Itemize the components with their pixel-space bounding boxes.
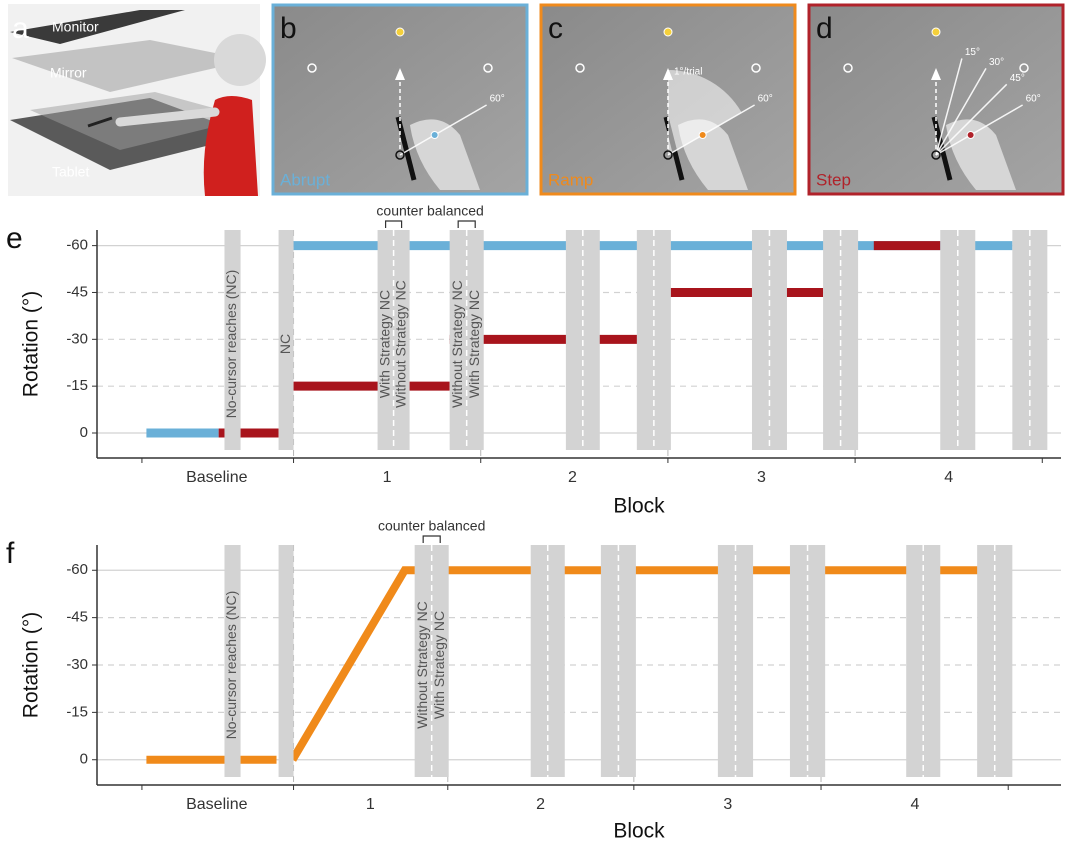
panel-letter: f xyxy=(6,537,15,570)
y-tick-label: -15 xyxy=(66,377,88,394)
x-tick-label: 3 xyxy=(723,796,732,813)
y-axis-label: Rotation (°) xyxy=(20,291,43,397)
condition-label: Ramp xyxy=(548,170,593,189)
bracket xyxy=(386,221,402,228)
x-tick-label: 4 xyxy=(944,469,953,486)
nc-label: Without Strategy NC xyxy=(449,280,465,408)
angle-label: 60° xyxy=(490,94,505,105)
mirror-label: Mirror xyxy=(50,65,87,81)
panel-letter: c xyxy=(548,12,563,45)
y-tick-label: -30 xyxy=(66,656,88,673)
y-tick-label: -15 xyxy=(66,703,88,720)
x-axis-label: Block xyxy=(613,820,665,843)
bracket xyxy=(423,536,440,543)
panel-letter: a xyxy=(12,12,29,45)
angle-label: 30° xyxy=(989,57,1004,68)
condition-label: Step xyxy=(816,170,851,189)
figure-head xyxy=(214,34,266,86)
figure: a Monitor Mirror Tablet 60° b Abrupt 1°/tri… xyxy=(0,0,1073,845)
angle-label: 60° xyxy=(1026,94,1041,105)
x-tick-label: 1 xyxy=(383,469,392,486)
x-tick-label: Baseline xyxy=(186,469,247,486)
x-tick-label: 2 xyxy=(568,469,577,486)
nc-block xyxy=(279,545,294,777)
cursor xyxy=(431,132,438,139)
nc-label: With Strategy NC xyxy=(431,611,447,719)
tablet-label: Tablet xyxy=(52,164,89,180)
nc-label: No-cursor reaches (NC) xyxy=(223,591,239,740)
panel-a: a Monitor Mirror Tablet xyxy=(8,4,266,196)
x-tick-label: 1 xyxy=(366,796,375,813)
y-tick-label: -60 xyxy=(66,561,88,578)
panel-letter: d xyxy=(816,12,833,45)
x-axis-label: Block xyxy=(613,495,665,518)
panel-d: 15° 30° 45°60° d Step xyxy=(809,5,1063,194)
y-tick-label: 0 xyxy=(80,751,88,768)
angle-label: 15° xyxy=(965,47,980,58)
nc-label: No-cursor reaches (NC) xyxy=(223,270,239,419)
y-tick-label: 0 xyxy=(80,424,88,441)
y-tick-label: -45 xyxy=(66,609,88,626)
y-axis-label: Rotation (°) xyxy=(20,612,43,718)
panel-c: 1°/trial 60° c Ramp xyxy=(541,5,795,194)
x-tick-label: 3 xyxy=(757,469,766,486)
y-tick-label: -45 xyxy=(66,283,88,300)
task-panels: 60°bAbrupt1°/trial60°cRamp15°30°45°60°dS… xyxy=(273,5,1063,194)
panel-b: 60° b Abrupt xyxy=(273,5,527,194)
nc-label: With Strategy NC xyxy=(376,290,392,398)
nc-label: Without Strategy NC xyxy=(414,601,430,729)
x-tick-label: Baseline xyxy=(186,796,247,813)
nc-label: Without Strategy NC xyxy=(392,280,408,408)
chart-e: e Rotation (°) Block -60 -45 -30 -15 0 Baseline 1… xyxy=(6,203,1061,518)
angle-label: 45° xyxy=(1010,73,1025,84)
target-active xyxy=(932,28,940,36)
target-active xyxy=(664,28,672,36)
chart-f: f Rotation (°) Block -60 -45 -30 -15 0 Baseline 1… xyxy=(6,518,1061,843)
panel-letter: e xyxy=(6,222,23,255)
bracket-label: counter balanced xyxy=(376,203,483,219)
ramp-label: 1°/trial xyxy=(674,67,702,78)
bracket-label: counter balanced xyxy=(378,518,485,534)
monitor-label: Monitor xyxy=(52,19,99,35)
charts: e Rotation (°) Block -60 -45 -30 -15 0 Baseline 1… xyxy=(6,203,1061,843)
x-tick-label: 4 xyxy=(911,796,920,813)
panel-letter: b xyxy=(280,12,297,45)
condition-label: Abrupt xyxy=(280,170,330,189)
cursor xyxy=(699,132,706,139)
x-tick-label: 2 xyxy=(536,796,545,813)
nc-label: NC xyxy=(277,334,293,354)
y-tick-label: -60 xyxy=(66,237,88,254)
target-active xyxy=(396,28,404,36)
bracket xyxy=(458,221,475,228)
cursor xyxy=(967,132,974,139)
y-tick-label: -30 xyxy=(66,330,88,347)
nc-label: With Strategy NC xyxy=(466,290,482,398)
angle-label: 60° xyxy=(758,94,773,105)
